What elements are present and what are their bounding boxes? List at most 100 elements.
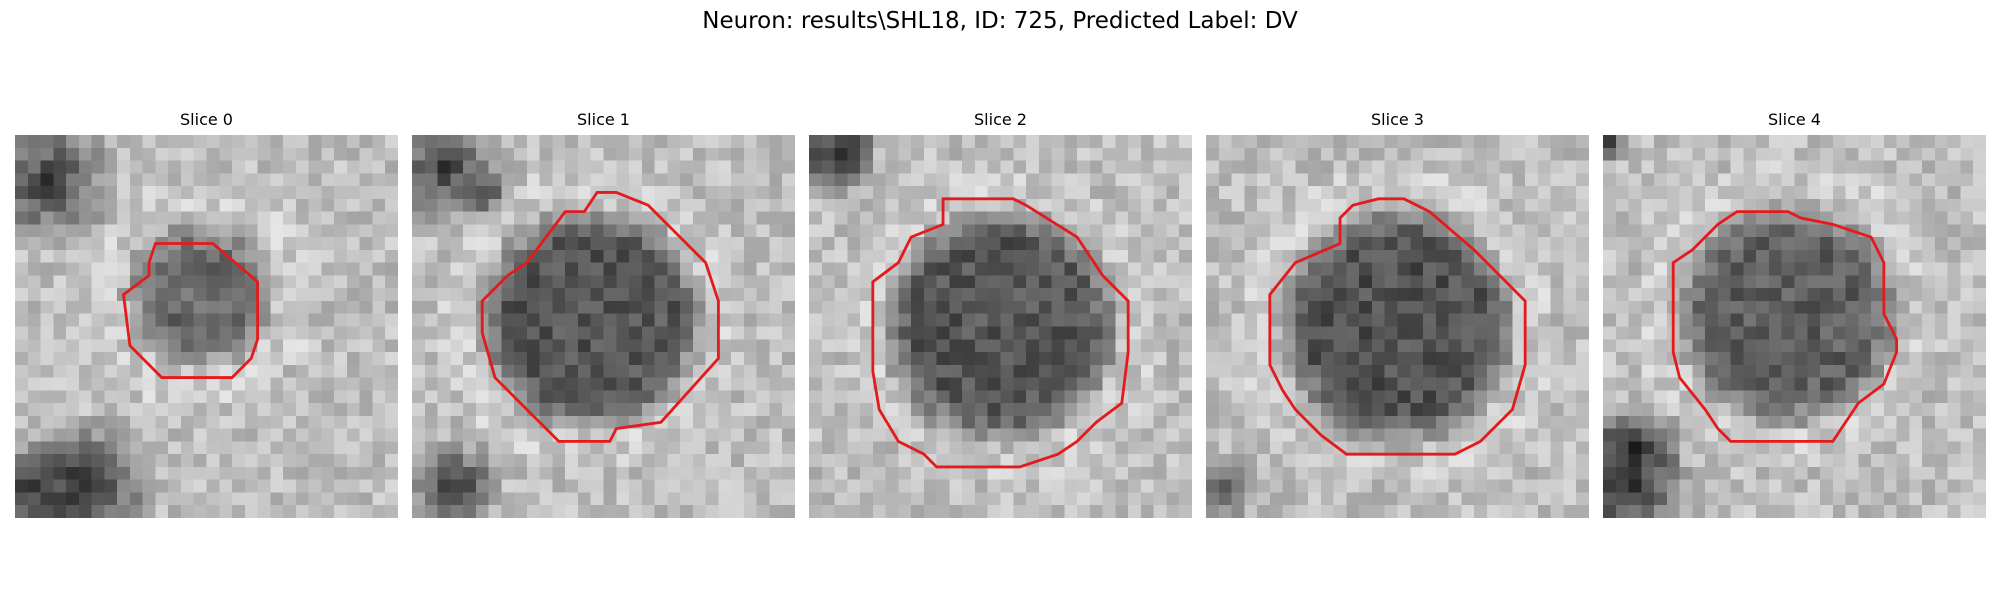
pixel — [1077, 492, 1091, 506]
pixel — [718, 237, 732, 251]
pixel — [1563, 454, 1577, 468]
pixel — [1140, 479, 1154, 493]
pixel — [180, 135, 194, 149]
pixel — [1756, 505, 1770, 518]
pixel — [1679, 262, 1693, 276]
pixel — [78, 479, 92, 493]
pixel — [1269, 160, 1283, 174]
pixel — [731, 454, 745, 468]
pixel — [923, 377, 937, 391]
pixel — [718, 224, 732, 238]
pixel — [667, 415, 681, 429]
pixel — [501, 211, 515, 225]
pixel — [911, 364, 925, 378]
pixel — [168, 390, 182, 404]
pixel — [1013, 198, 1027, 212]
pixel — [949, 377, 963, 391]
pixel — [1603, 428, 1617, 442]
pixel — [1973, 237, 1986, 251]
pixel — [1615, 454, 1629, 468]
pixel — [1038, 173, 1052, 187]
pixel — [834, 479, 848, 493]
pixel — [1448, 147, 1462, 161]
pixel — [450, 415, 464, 429]
pixel — [1845, 300, 1859, 314]
pixel — [283, 262, 297, 276]
pixel — [270, 211, 284, 225]
pixel — [987, 249, 1001, 263]
pixel — [488, 135, 502, 149]
pixel — [834, 262, 848, 276]
pixel — [847, 186, 861, 200]
pixel — [743, 275, 757, 289]
pixel — [1794, 135, 1808, 149]
pixel — [1692, 147, 1706, 161]
pixel — [1206, 479, 1220, 493]
pixel — [1013, 173, 1027, 187]
pixel — [424, 505, 438, 518]
pixel — [219, 505, 233, 518]
pixel — [308, 364, 322, 378]
pixel — [782, 198, 795, 212]
pixel — [15, 466, 29, 480]
pixel — [1563, 390, 1577, 404]
pixel — [898, 135, 912, 149]
pixel — [1257, 288, 1271, 302]
pixel — [1206, 224, 1220, 238]
pixel — [743, 237, 757, 251]
pixel — [1628, 198, 1642, 212]
pixel — [91, 428, 105, 442]
pixel — [1794, 326, 1808, 340]
pixel — [1231, 288, 1245, 302]
pixel — [1384, 415, 1398, 429]
pixel — [78, 224, 92, 238]
pixel — [1628, 224, 1642, 238]
pixel — [552, 249, 566, 263]
pixel — [1320, 198, 1334, 212]
pixel — [321, 147, 335, 161]
pixel — [219, 275, 233, 289]
pixel — [40, 454, 54, 468]
pixel — [1218, 262, 1232, 276]
pixel — [1295, 454, 1309, 468]
pixel — [860, 505, 874, 518]
pixel — [437, 186, 451, 200]
pixel — [206, 352, 220, 366]
pixel — [1089, 364, 1103, 378]
pixel — [308, 352, 322, 366]
pixel — [232, 275, 246, 289]
pixel — [346, 147, 360, 161]
pixel — [1922, 390, 1936, 404]
pixel — [1807, 288, 1821, 302]
pixel — [1038, 339, 1052, 353]
pixel — [104, 479, 118, 493]
pixel — [1308, 403, 1322, 417]
pixel — [53, 479, 67, 493]
pixel — [1410, 364, 1424, 378]
pixel — [590, 198, 604, 212]
pixel — [1089, 198, 1103, 212]
pixel — [53, 288, 67, 302]
pixel — [911, 275, 925, 289]
pixel — [1128, 147, 1142, 161]
pixel — [1371, 364, 1385, 378]
pixel — [15, 403, 29, 417]
pixel — [629, 479, 643, 493]
pixel — [321, 352, 335, 366]
pixel — [743, 249, 757, 263]
pixel — [1397, 479, 1411, 493]
pixel — [654, 288, 668, 302]
pixel — [911, 237, 925, 251]
pixel — [334, 326, 348, 340]
pixel — [385, 479, 398, 493]
pixel — [731, 249, 745, 263]
pixel — [232, 492, 246, 506]
pixel — [1832, 505, 1846, 518]
pixel — [809, 326, 823, 340]
pixel — [257, 288, 271, 302]
pixel — [1128, 403, 1142, 417]
pixel — [1832, 135, 1846, 149]
pixel — [1807, 505, 1821, 518]
pixel — [463, 249, 477, 263]
pixel — [1346, 479, 1360, 493]
